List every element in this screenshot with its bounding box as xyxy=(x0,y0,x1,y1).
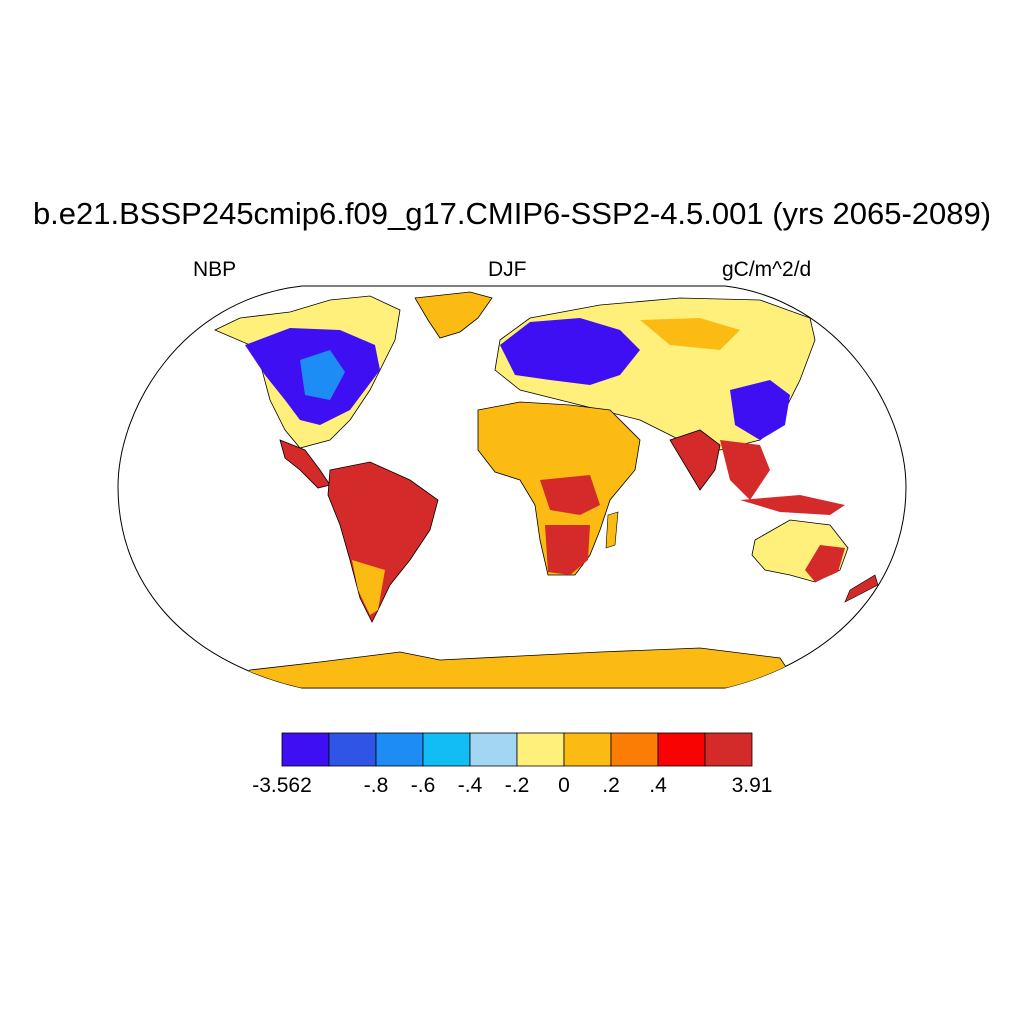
new-zealand xyxy=(844,574,879,603)
colorbar-box xyxy=(516,732,565,767)
southern-africa xyxy=(545,525,590,575)
north-america-lightblue xyxy=(300,350,345,400)
colorbar-box xyxy=(281,732,330,767)
madagascar xyxy=(605,511,619,549)
east-asia-blue xyxy=(730,380,790,440)
antarctica xyxy=(228,647,801,688)
central-america xyxy=(279,439,331,489)
units-label: gC/m^2/d xyxy=(722,258,812,281)
colorbar-box xyxy=(469,732,518,767)
land-layer xyxy=(214,291,879,688)
colorbar-box xyxy=(422,732,471,767)
colorbar-label: 0 xyxy=(558,774,570,797)
colorbar-box xyxy=(563,732,612,767)
colorbar-label: -.2 xyxy=(504,774,530,797)
colorbar-label: .4 xyxy=(649,774,667,797)
colorbar-label: -.8 xyxy=(363,774,389,797)
central-africa-red xyxy=(540,475,600,515)
greenland xyxy=(414,291,493,339)
south-america-south xyxy=(352,560,385,615)
season-label: DJF xyxy=(488,258,527,281)
colorbar-box xyxy=(328,732,377,767)
australia-east-red xyxy=(805,545,845,582)
colorbar-box xyxy=(610,732,659,767)
colorbar-label: .2 xyxy=(602,774,620,797)
southeast-asia xyxy=(720,440,770,500)
colorbar-box xyxy=(375,732,424,767)
colorbar-label: -.6 xyxy=(410,774,436,797)
europe-blue xyxy=(500,318,640,385)
south-asia xyxy=(669,429,721,491)
siberia-yellow xyxy=(640,318,740,350)
map-title: b.e21.BSSP245cmip6.f09_g17.CMIP6-SSP2-4.… xyxy=(32,196,992,231)
colorbar-box xyxy=(704,732,753,767)
south-america xyxy=(327,461,439,623)
colorbar-label: -3.562 xyxy=(252,774,312,797)
colorbar-label: -.4 xyxy=(457,774,483,797)
colorbar xyxy=(281,732,753,767)
colorbar-label: 3.91 xyxy=(731,774,773,797)
indonesia xyxy=(740,495,845,515)
variable-label: NBP xyxy=(193,258,237,281)
colorbar-box xyxy=(657,732,706,767)
